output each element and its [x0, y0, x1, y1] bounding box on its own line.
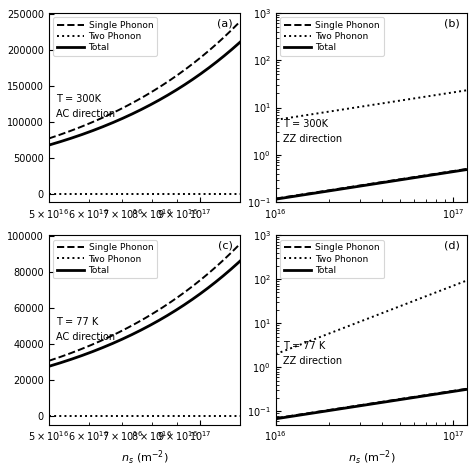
- Text: (c): (c): [218, 241, 232, 251]
- Text: (a): (a): [217, 18, 232, 28]
- Legend: Single Phonon, Two Phonon, Total: Single Phonon, Two Phonon, Total: [53, 18, 157, 56]
- Text: T = 300K: T = 300K: [56, 94, 101, 104]
- Legend: Single Phonon, Two Phonon, Total: Single Phonon, Two Phonon, Total: [280, 18, 384, 56]
- Text: (d): (d): [444, 241, 459, 251]
- X-axis label: $n_s\ \mathrm{(m^{-2})}$: $n_s\ \mathrm{(m^{-2})}$: [121, 449, 168, 467]
- Text: (b): (b): [444, 18, 459, 28]
- Text: T = 77 K: T = 77 K: [283, 341, 326, 351]
- X-axis label: $n_s\ \mathrm{(m^{-2})}$: $n_s\ \mathrm{(m^{-2})}$: [347, 449, 395, 467]
- Text: T = 77 K: T = 77 K: [56, 317, 99, 327]
- Text: AC direction: AC direction: [56, 109, 116, 119]
- Text: T = 300K: T = 300K: [283, 119, 328, 129]
- Text: ZZ direction: ZZ direction: [283, 134, 343, 144]
- Text: AC direction: AC direction: [56, 332, 116, 342]
- Legend: Single Phonon, Two Phonon, Total: Single Phonon, Two Phonon, Total: [53, 240, 157, 278]
- Text: ZZ direction: ZZ direction: [283, 356, 343, 366]
- Legend: Single Phonon, Two Phonon, Total: Single Phonon, Two Phonon, Total: [280, 240, 384, 278]
